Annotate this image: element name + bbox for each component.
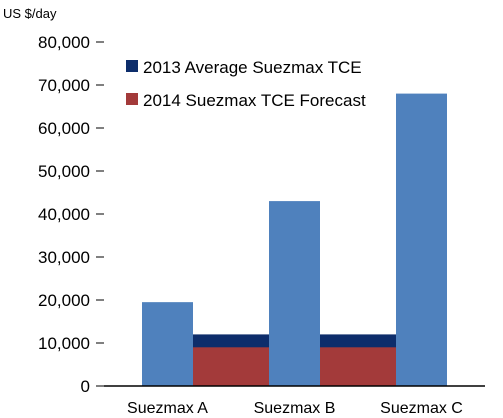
bar-suezmax-a (142, 302, 193, 386)
legend-label-2014-forecast: 2014 Suezmax TCE Forecast (143, 91, 366, 110)
y-tick-label: 80,000 (38, 33, 90, 52)
y-tick-label: 10,000 (38, 334, 90, 353)
bar-suezmax-b (269, 201, 320, 386)
x-category-label: Suezmax B (254, 400, 336, 417)
y-tick-label: 40,000 (38, 205, 90, 224)
x-category-label: Suezmax A (127, 400, 208, 417)
legend-swatch-2014-forecast (126, 93, 138, 105)
y-tick-label: 0 (81, 377, 90, 396)
y-tick-label: 70,000 (38, 76, 90, 95)
y-tick-label: 50,000 (38, 162, 90, 181)
unit-label: US $/day (3, 6, 57, 21)
x-category-label: Suezmax C (380, 400, 463, 417)
legend-swatch-2013-average (126, 60, 138, 72)
bar-suezmax-c (396, 93, 447, 386)
y-tick-label: 30,000 (38, 248, 90, 267)
bars (142, 93, 447, 386)
legend: 2013 Average Suezmax TCE 2014 Suezmax TC… (126, 58, 366, 110)
x-axis-categories: Suezmax A Suezmax B Suezmax C (127, 400, 463, 417)
legend-label-2013-average: 2013 Average Suezmax TCE (143, 58, 362, 77)
y-axis-ticks: 0 10,000 20,000 30,000 40,000 50,000 60,000 70,… (38, 33, 104, 396)
y-tick-label: 20,000 (38, 291, 90, 310)
y-tick-label: 60,000 (38, 119, 90, 138)
